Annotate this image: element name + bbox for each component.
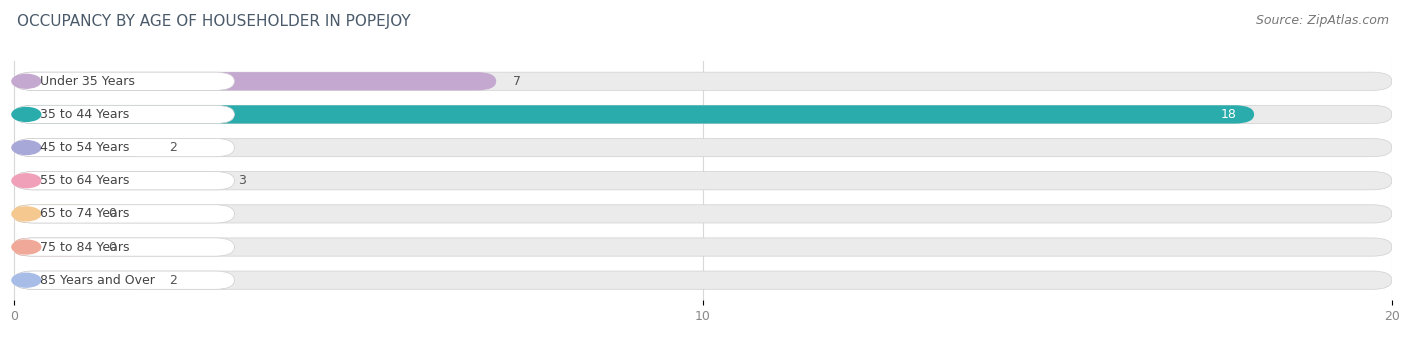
Text: 3: 3 (238, 174, 246, 187)
FancyBboxPatch shape (14, 205, 91, 223)
Text: 18: 18 (1220, 108, 1237, 121)
FancyBboxPatch shape (14, 138, 235, 157)
Circle shape (11, 240, 41, 254)
FancyBboxPatch shape (14, 72, 1392, 90)
Circle shape (11, 140, 41, 154)
Circle shape (11, 207, 41, 221)
FancyBboxPatch shape (14, 205, 1392, 223)
FancyBboxPatch shape (14, 105, 235, 123)
FancyBboxPatch shape (14, 238, 91, 256)
FancyBboxPatch shape (14, 271, 235, 289)
Text: 35 to 44 Years: 35 to 44 Years (41, 108, 129, 121)
Text: 85 Years and Over: 85 Years and Over (41, 274, 155, 287)
Circle shape (11, 273, 41, 287)
FancyBboxPatch shape (14, 105, 1254, 123)
Text: 65 to 74 Years: 65 to 74 Years (41, 207, 129, 220)
FancyBboxPatch shape (14, 238, 235, 256)
FancyBboxPatch shape (14, 172, 221, 190)
Text: 2: 2 (169, 141, 177, 154)
FancyBboxPatch shape (14, 172, 235, 190)
FancyBboxPatch shape (14, 105, 1392, 123)
Text: 0: 0 (108, 207, 117, 220)
Text: 45 to 54 Years: 45 to 54 Years (41, 141, 129, 154)
Text: OCCUPANCY BY AGE OF HOUSEHOLDER IN POPEJOY: OCCUPANCY BY AGE OF HOUSEHOLDER IN POPEJ… (17, 14, 411, 29)
Text: Under 35 Years: Under 35 Years (41, 75, 135, 88)
FancyBboxPatch shape (14, 271, 152, 289)
Text: 0: 0 (108, 240, 117, 254)
Text: 7: 7 (513, 75, 522, 88)
FancyBboxPatch shape (14, 138, 1392, 157)
Circle shape (11, 174, 41, 188)
Circle shape (11, 74, 41, 88)
FancyBboxPatch shape (14, 72, 496, 90)
Text: 55 to 64 Years: 55 to 64 Years (41, 174, 129, 187)
FancyBboxPatch shape (14, 172, 1392, 190)
Text: 75 to 84 Years: 75 to 84 Years (41, 240, 129, 254)
FancyBboxPatch shape (14, 205, 235, 223)
FancyBboxPatch shape (14, 72, 235, 90)
FancyBboxPatch shape (14, 238, 1392, 256)
Text: 2: 2 (169, 274, 177, 287)
FancyBboxPatch shape (14, 138, 152, 157)
Text: Source: ZipAtlas.com: Source: ZipAtlas.com (1256, 14, 1389, 27)
Circle shape (11, 107, 41, 121)
FancyBboxPatch shape (14, 271, 1392, 289)
